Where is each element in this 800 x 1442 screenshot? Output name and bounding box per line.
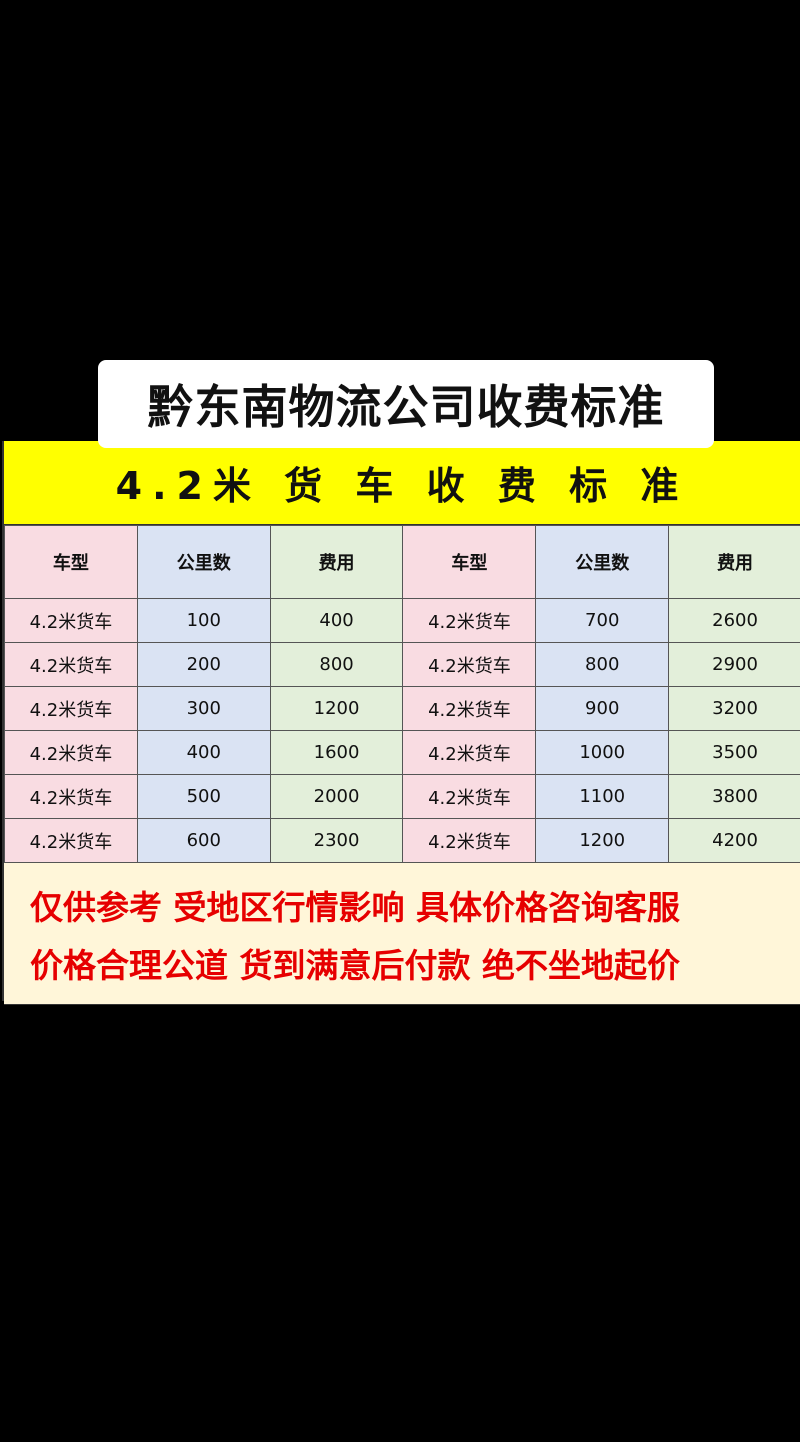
cell-km: 500: [136, 774, 271, 819]
cell-vehicle-type: 4.2米货车: [402, 818, 537, 863]
cell-vehicle-type: 4.2米货车: [402, 598, 537, 643]
cell-vehicle-type: 4.2米货车: [4, 730, 138, 775]
cell-km: 400: [136, 730, 271, 775]
cell-fee: 1200: [269, 686, 404, 731]
table-header-row: 车型 公里数 费用 车型 公里数 费用: [4, 525, 800, 599]
banner-title: 4.2米 货 车 收 费 标 准: [4, 441, 800, 525]
header-vehicle-type: 车型: [4, 525, 138, 599]
cell-km: 200: [136, 642, 271, 687]
cell-km: 100: [136, 598, 271, 643]
cell-vehicle-type: 4.2米货车: [4, 818, 138, 863]
cell-fee: 3500: [668, 730, 800, 775]
cell-fee: 1600: [269, 730, 404, 775]
header-fee: 费用: [269, 525, 404, 599]
cell-vehicle-type: 4.2米货车: [4, 598, 138, 643]
cell-km: 900: [535, 686, 670, 731]
cell-km: 600: [136, 818, 271, 863]
table-row: 4.2米货车 100 400 4.2米货车 700 2600: [4, 598, 800, 643]
table-row: 4.2米货车 200 800 4.2米货车 800 2900: [4, 642, 800, 687]
header-km: 公里数: [136, 525, 271, 599]
cell-vehicle-type: 4.2米货车: [4, 686, 138, 731]
cell-fee: 800: [269, 642, 404, 687]
cell-fee: 4200: [668, 818, 800, 863]
cell-km: 1100: [535, 774, 670, 819]
cell-km: 300: [136, 686, 271, 731]
header-vehicle-type: 车型: [402, 525, 537, 599]
header-km: 公里数: [535, 525, 670, 599]
footer-notice: 仅供参考 受地区行情影响 具体价格咨询客服 价格合理公道 货到满意后付款 绝不坐…: [4, 863, 800, 1005]
cell-km: 1200: [535, 818, 670, 863]
cell-fee: 3800: [668, 774, 800, 819]
cell-fee: 3200: [668, 686, 800, 731]
cell-km: 800: [535, 642, 670, 687]
cell-fee: 2600: [668, 598, 800, 643]
cell-fee: 400: [269, 598, 404, 643]
cell-fee: 2900: [668, 642, 800, 687]
footer-line-2: 价格合理公道 货到满意后付款 绝不坐地起价: [30, 945, 680, 985]
footer-line-1: 仅供参考 受地区行情影响 具体价格咨询客服: [30, 887, 680, 927]
table-row: 4.2米货车 400 1600 4.2米货车 1000 3500: [4, 730, 800, 775]
cell-vehicle-type: 4.2米货车: [402, 774, 537, 819]
table-row: 4.2米货车 300 1200 4.2米货车 900 3200: [4, 686, 800, 731]
cell-vehicle-type: 4.2米货车: [4, 642, 138, 687]
price-table: 车型 公里数 费用 车型 公里数 费用 4.2米货车 100 400 4.2米货车 700 2600 4…: [4, 525, 800, 863]
table-row: 4.2米货车 500 2000 4.2米货车 1100 3800: [4, 774, 800, 819]
cell-vehicle-type: 4.2米货车: [402, 686, 537, 731]
cell-fee: 2300: [269, 818, 404, 863]
cell-km: 700: [535, 598, 670, 643]
cell-vehicle-type: 4.2米货车: [402, 642, 537, 687]
cell-vehicle-type: 4.2米货车: [4, 774, 138, 819]
cell-fee: 2000: [269, 774, 404, 819]
cell-km: 1000: [535, 730, 670, 775]
table-row: 4.2米货车 600 2300 4.2米货车 1200 4200: [4, 818, 800, 863]
cell-vehicle-type: 4.2米货车: [402, 730, 537, 775]
price-sheet: 4.2米 货 车 收 费 标 准 车型 公里数 费用 车型 公里数 费用 4.2米货车 100…: [2, 441, 800, 1005]
page-title: 黔东南物流公司收费标准: [98, 360, 714, 448]
header-fee: 费用: [668, 525, 800, 599]
